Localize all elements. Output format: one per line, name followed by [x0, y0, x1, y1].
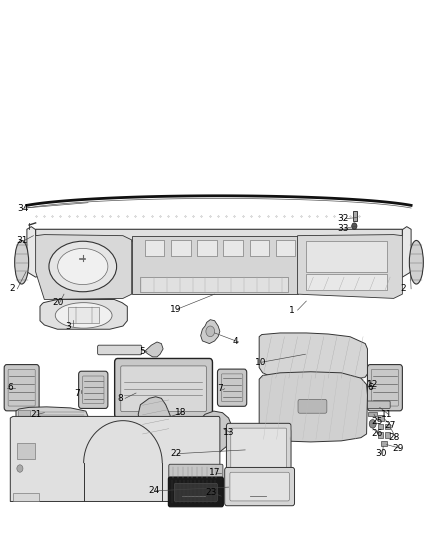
Text: 29: 29	[393, 444, 404, 453]
Polygon shape	[27, 227, 44, 277]
Text: 13: 13	[223, 428, 234, 437]
Bar	[18, 410, 30, 419]
Bar	[13, 494, 39, 502]
Circle shape	[369, 419, 376, 428]
Text: 31: 31	[16, 237, 28, 246]
Circle shape	[17, 465, 23, 472]
Ellipse shape	[55, 303, 112, 328]
FancyBboxPatch shape	[79, 371, 108, 408]
Text: 21: 21	[30, 410, 42, 419]
Ellipse shape	[14, 240, 28, 284]
Polygon shape	[16, 407, 88, 423]
Text: 28: 28	[389, 433, 400, 442]
Text: 2: 2	[10, 284, 15, 293]
Text: 7: 7	[74, 389, 80, 398]
FancyBboxPatch shape	[367, 365, 403, 411]
Text: 32: 32	[338, 214, 349, 223]
Polygon shape	[195, 411, 232, 455]
Bar	[250, 240, 269, 256]
Polygon shape	[132, 236, 297, 294]
Bar	[353, 211, 357, 221]
FancyBboxPatch shape	[225, 467, 294, 506]
Bar	[381, 441, 387, 446]
Circle shape	[206, 326, 215, 337]
Polygon shape	[394, 227, 411, 277]
Bar	[378, 415, 384, 421]
Bar	[385, 432, 390, 438]
Ellipse shape	[49, 241, 117, 292]
Bar	[378, 432, 383, 438]
Polygon shape	[297, 235, 403, 298]
FancyBboxPatch shape	[174, 483, 217, 502]
Bar	[197, 240, 217, 256]
Text: 17: 17	[209, 469, 221, 477]
Bar	[378, 424, 383, 429]
Bar	[276, 240, 295, 256]
Text: 30: 30	[375, 449, 387, 458]
Bar	[306, 274, 387, 290]
Bar	[145, 240, 164, 256]
FancyBboxPatch shape	[169, 464, 223, 481]
Ellipse shape	[58, 248, 108, 285]
Text: 26: 26	[371, 430, 382, 439]
Text: 24: 24	[148, 486, 159, 495]
Circle shape	[352, 223, 357, 229]
FancyBboxPatch shape	[298, 399, 327, 413]
Text: 11: 11	[381, 410, 392, 419]
Polygon shape	[138, 397, 172, 442]
Bar	[368, 412, 377, 416]
FancyBboxPatch shape	[230, 472, 289, 501]
Text: 6: 6	[7, 383, 13, 392]
Bar	[17, 443, 35, 459]
Text: 7: 7	[217, 384, 223, 393]
Text: 8: 8	[118, 394, 124, 403]
Text: 6: 6	[367, 383, 373, 392]
Text: 25: 25	[371, 417, 382, 426]
FancyBboxPatch shape	[367, 401, 390, 408]
Text: 23: 23	[205, 488, 216, 497]
Text: 4: 4	[232, 337, 238, 346]
Bar	[140, 277, 288, 292]
Text: 20: 20	[52, 298, 64, 307]
FancyBboxPatch shape	[98, 345, 142, 355]
Bar	[306, 241, 387, 272]
Polygon shape	[40, 300, 127, 329]
Polygon shape	[201, 320, 220, 344]
Polygon shape	[259, 372, 367, 442]
Text: 5: 5	[140, 347, 145, 356]
Polygon shape	[145, 342, 163, 357]
FancyBboxPatch shape	[218, 369, 247, 406]
Text: 10: 10	[255, 358, 266, 367]
Polygon shape	[11, 416, 220, 502]
Text: 3: 3	[65, 321, 71, 330]
Polygon shape	[35, 235, 132, 300]
Bar	[385, 424, 390, 429]
FancyBboxPatch shape	[231, 428, 287, 471]
FancyBboxPatch shape	[4, 365, 39, 411]
Polygon shape	[259, 333, 367, 382]
Text: 12: 12	[367, 380, 378, 389]
Bar	[68, 308, 99, 324]
FancyBboxPatch shape	[168, 477, 223, 507]
FancyBboxPatch shape	[226, 423, 291, 475]
Polygon shape	[35, 229, 403, 243]
Bar	[223, 240, 243, 256]
FancyBboxPatch shape	[115, 359, 212, 418]
Text: 33: 33	[338, 224, 349, 233]
Bar	[171, 240, 191, 256]
Text: 19: 19	[170, 304, 182, 313]
Text: 22: 22	[170, 449, 181, 458]
Text: 1: 1	[289, 305, 295, 314]
Text: 2: 2	[400, 284, 406, 293]
Text: 27: 27	[384, 422, 396, 431]
Text: 18: 18	[174, 408, 186, 417]
Ellipse shape	[410, 240, 424, 284]
Text: 34: 34	[17, 204, 28, 213]
FancyBboxPatch shape	[121, 366, 206, 411]
